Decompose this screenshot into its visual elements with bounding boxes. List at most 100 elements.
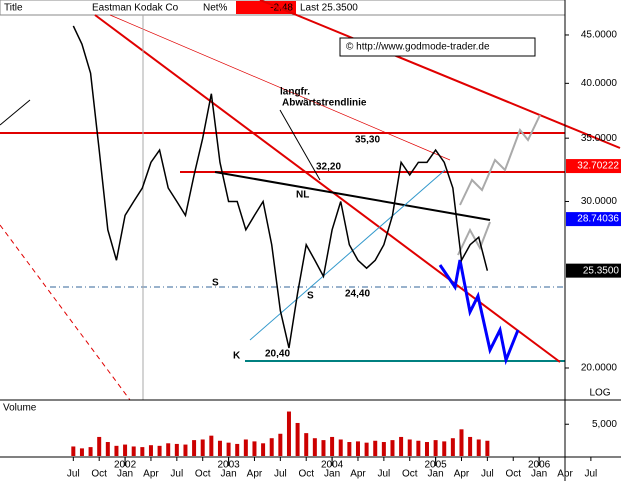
volume-bar [174, 443, 179, 456]
volume-bar [399, 436, 404, 456]
scale-label: LOG [589, 388, 610, 399]
volume-bar [200, 439, 205, 456]
y-tick-label: 5,000 [592, 419, 617, 430]
volume-bar [166, 443, 171, 456]
x-tick-label: Jan [117, 469, 133, 480]
downtrend-line [94, 14, 561, 363]
year-label: 2003 [217, 460, 240, 471]
volume-bar [88, 447, 93, 456]
y-tick-label: 30.0000 [581, 196, 618, 207]
volume-bar [295, 422, 300, 456]
x-tick-label: Oct [402, 469, 418, 480]
x-tick-label: Apr [557, 469, 573, 480]
x-tick-label: Jul [481, 469, 494, 480]
volume-bar [416, 440, 421, 456]
projection [457, 221, 491, 256]
copyright-box [339, 37, 536, 57]
x-tick-label: Jul [274, 469, 287, 480]
annotation: NL [296, 190, 309, 201]
year-label: 2002 [114, 460, 137, 471]
annotation: K [233, 351, 241, 362]
year-label: 2005 [424, 460, 447, 471]
level-label: 28.74036 [577, 214, 619, 225]
price-line [72, 25, 489, 349]
x-tick-label: Oct [505, 469, 521, 480]
year-label: 2004 [321, 460, 344, 471]
channel-line [109, 14, 451, 161]
volume-bar [312, 438, 317, 456]
level-box [566, 263, 621, 278]
volume-bar [373, 440, 378, 456]
trend-line [0, 99, 31, 126]
trend-lines [0, 0, 621, 401]
volume-bar [226, 442, 231, 456]
y-tick-label: 40.0000 [581, 78, 618, 89]
uptrend-line [249, 169, 446, 341]
volume-bar [381, 442, 386, 456]
projection [459, 114, 541, 206]
volume-bar [364, 442, 369, 456]
volume-bar [148, 445, 153, 456]
x-tick-label: Oct [195, 469, 211, 480]
copyright: © http://www.godmode-trader.de [346, 42, 490, 53]
annotation: S [212, 278, 219, 289]
header-name: Eastman Kodak Co [92, 3, 179, 14]
header-title: Title [4, 3, 23, 14]
annotation: 20,40 [265, 349, 290, 360]
x-tick-label: Apr [454, 469, 470, 480]
x-tick-label: Apr [143, 469, 159, 480]
level-box [566, 212, 621, 227]
volume-bar [97, 436, 102, 456]
volume-bar [140, 447, 145, 456]
annotation: 32,20 [316, 162, 341, 173]
volume-bar [261, 443, 266, 456]
level-box [566, 159, 621, 174]
volume-bar [123, 444, 128, 456]
x-tick-label: Jul [584, 469, 597, 480]
header-last: Last 25.3500 [300, 3, 358, 14]
volume-bar [243, 439, 248, 456]
y-tick-label: 45.0000 [581, 30, 618, 41]
volume-bar [192, 440, 197, 456]
x-tick-label: Apr [350, 469, 366, 480]
y-tick-label: 35.0000 [581, 133, 618, 144]
volume-bar [269, 438, 274, 456]
volume-bar [235, 443, 240, 456]
volume-bar [71, 446, 76, 456]
x-tick-label: Oct [298, 469, 314, 480]
x-tick-label: Jul [170, 469, 183, 480]
header-net-label: Net% [203, 3, 228, 14]
volume-bar [338, 439, 343, 456]
x-tick-label: Jan [531, 469, 547, 480]
neckline [214, 171, 491, 221]
volume-bar [183, 444, 188, 456]
projection [438, 259, 520, 366]
x-tick-label: Jul [67, 469, 80, 480]
volume-bar [450, 438, 455, 456]
volume-bar [157, 445, 162, 456]
volume-bar [468, 436, 473, 456]
year-label: 2006 [528, 460, 551, 471]
x-tick-label: Jul [377, 469, 390, 480]
x-tick-label: Apr [247, 469, 263, 480]
x-tick-label: Jan [428, 469, 444, 480]
volume-bar [217, 440, 222, 456]
volume-bar [433, 440, 438, 456]
volume-bar [286, 411, 291, 456]
x-tick-label: Jan [221, 469, 237, 480]
volume-bar [407, 439, 412, 456]
volume-bar [105, 442, 110, 456]
volume-bar [476, 439, 481, 456]
volume-bar [131, 446, 136, 456]
volume-bar [79, 448, 84, 456]
annotation: S [307, 291, 314, 302]
downtrend-line [259, 0, 621, 149]
volume-bar [304, 433, 309, 456]
volume-bar [459, 429, 464, 456]
channel-line [0, 224, 131, 401]
x-tick-label: Oct [91, 469, 107, 480]
volume-title: Volume [3, 403, 37, 414]
volume-bar [278, 433, 283, 456]
